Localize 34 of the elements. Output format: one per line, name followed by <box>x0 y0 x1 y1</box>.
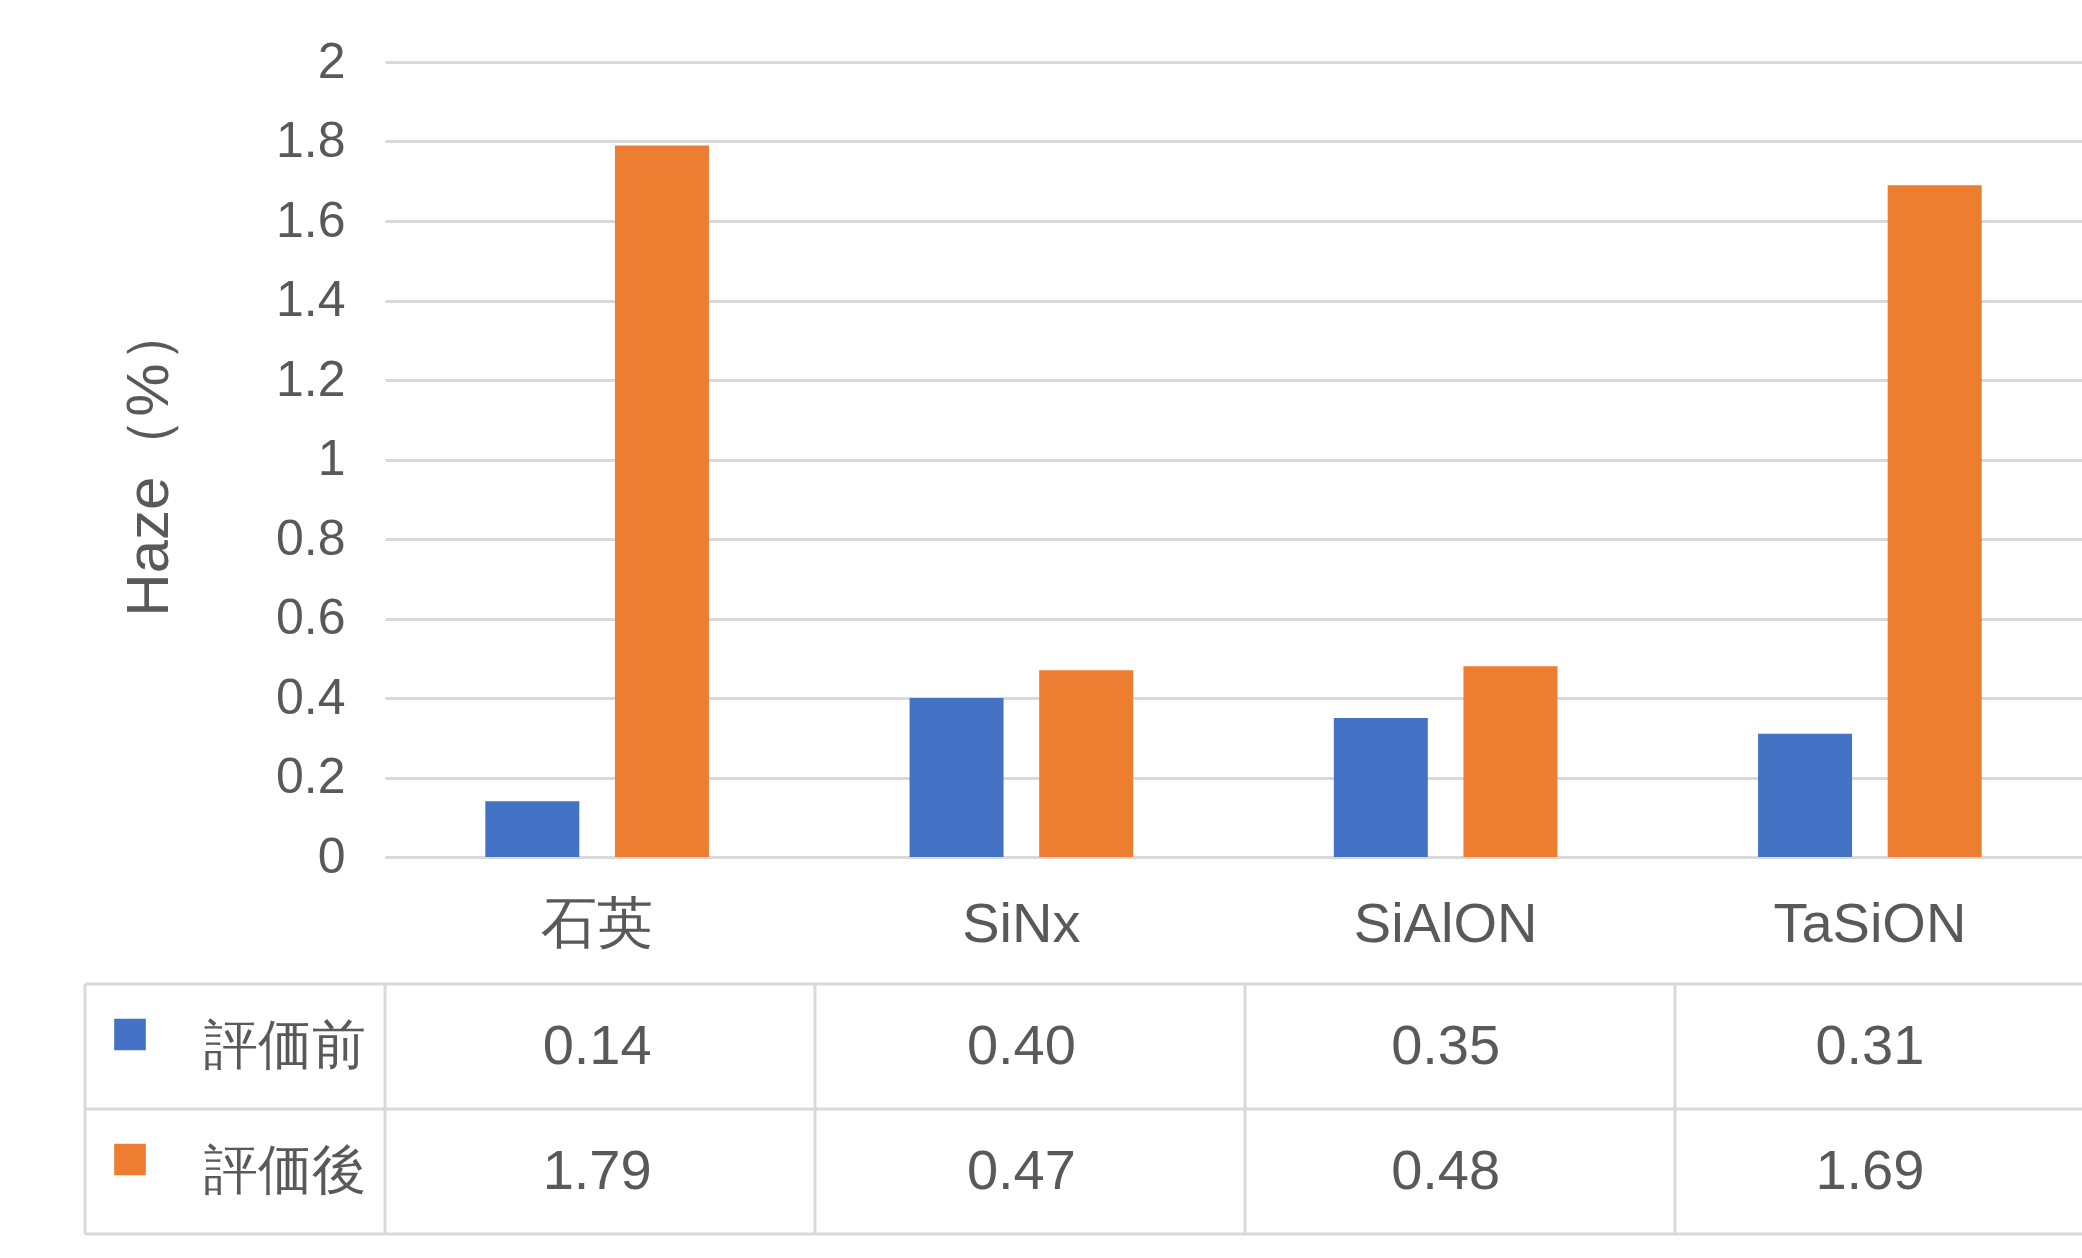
data-label: 1.69 <box>1815 1137 1925 1201</box>
bar <box>1758 733 1853 857</box>
y-tick-label: 1 <box>317 430 346 486</box>
bar <box>485 801 580 857</box>
legend-label: 評価前 <box>203 1014 366 1074</box>
y-tick-label: 0.2 <box>275 748 346 804</box>
x-tick-label: SiAlON <box>1353 890 1538 954</box>
bar <box>614 145 709 857</box>
bar <box>909 698 1004 857</box>
data-label: 0.47 <box>966 1137 1076 1201</box>
bar <box>1887 185 1982 857</box>
x-tick-label: SiNx <box>962 890 1081 954</box>
bar <box>1333 717 1428 857</box>
data-label: 0.40 <box>966 1012 1076 1076</box>
data-label: 0.35 <box>1391 1012 1501 1076</box>
y-tick-label: 1.6 <box>275 191 346 248</box>
y-tick-label: 1.2 <box>275 350 346 407</box>
legend-label: 評価後 <box>203 1139 366 1199</box>
bar <box>1039 670 1134 857</box>
y-tick-label: 0 <box>317 827 346 884</box>
data-label: 1.79 <box>542 1137 652 1201</box>
y-tick-label: 2 <box>317 32 346 89</box>
y-tick-label: 1.4 <box>275 271 346 327</box>
data-label: 0.14 <box>542 1012 652 1076</box>
bar <box>1463 666 1558 857</box>
data-label: 0.48 <box>1391 1137 1501 1201</box>
y-axis-title: Haze（%） <box>113 303 181 617</box>
y-tick-label: 0.6 <box>275 589 346 645</box>
y-tick-label: 0.4 <box>275 668 346 725</box>
x-tick-label: 石英 <box>541 890 654 954</box>
y-tick-label: 1.8 <box>275 112 346 168</box>
data-label: 0.31 <box>1815 1012 1925 1076</box>
x-tick-label: TaSiON <box>1773 890 1967 954</box>
y-tick-label: 0.8 <box>275 509 346 566</box>
